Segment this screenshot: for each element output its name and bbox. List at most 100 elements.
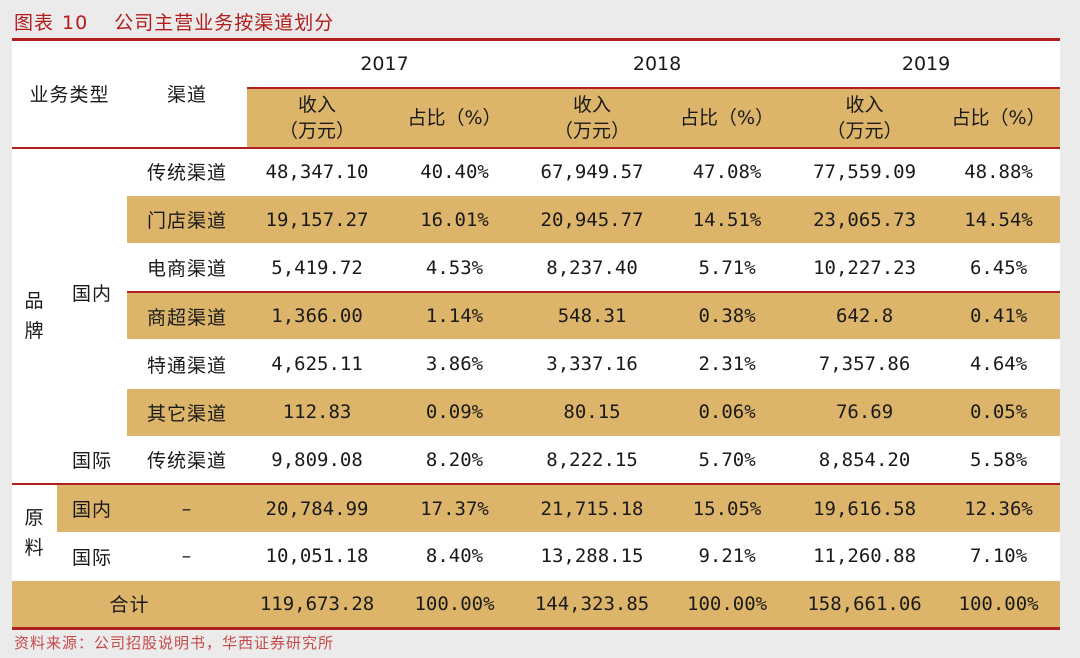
header-revenue-2017: 收入 （万元） — [247, 87, 388, 149]
share-2017: 0.09% — [387, 387, 523, 437]
table-row: 品牌 国内 传统渠道 48,347.10 40.40% 67,949.57 47… — [12, 147, 1061, 485]
share-2017: 1.14% — [387, 290, 523, 340]
channel-cell: – — [127, 531, 248, 581]
revenue-2017: 4,625.11 — [247, 339, 388, 389]
channel-cell: 传统渠道 — [127, 435, 248, 485]
channel-cell: 特通渠道 — [127, 339, 248, 389]
group-raw: 原料 — [12, 483, 57, 581]
revenue-2018: 3,337.16 — [522, 339, 663, 389]
table-row: 国际 传统渠道 9,809.08 8.20% 8,222.15 5.70% 8,… — [12, 435, 1061, 485]
share-2019: 0.05% — [937, 387, 1061, 437]
share-2017: 8.20% — [387, 435, 523, 485]
total-label: 合计 — [12, 579, 248, 629]
share-2018: 5.71% — [662, 243, 793, 292]
share-2018: 2.31% — [662, 339, 793, 389]
share-2018: 47.08% — [662, 147, 793, 196]
revenue-2019: 77,559.09 — [792, 147, 938, 196]
share-2018: 5.70% — [662, 435, 793, 485]
header-share-2017: 占比（%） — [387, 87, 523, 149]
table-row: 原料 国内 – 20,784.99 17.37% 21,715.18 15.05… — [12, 483, 1061, 581]
table-row: 电商渠道 5,419.72 4.53% 8,237.40 5.71% 10,22… — [12, 243, 1061, 292]
group-raw-international: 国际 — [57, 531, 128, 581]
share-2017: 17.37% — [387, 483, 523, 533]
source-note: 资料来源：公司招股说明书，华西证券研究所 — [14, 634, 335, 652]
header-revenue-2018: 收入 （万元） — [522, 87, 663, 149]
revenue-2019: 7,357.86 — [792, 339, 938, 389]
share-2019: 0.41% — [937, 290, 1061, 340]
share-2019: 7.10% — [937, 531, 1061, 581]
revenue-2018: 8,222.15 — [522, 435, 663, 485]
group-brand-international: 国际 — [57, 435, 128, 485]
figure-label: 图表 — [14, 12, 55, 34]
table-row: 其它渠道 112.83 0.09% 80.15 0.06% 76.69 0.05… — [12, 387, 1061, 437]
revenue-2017: 1,366.00 — [247, 290, 388, 340]
share-2019: 5.58% — [937, 435, 1061, 485]
total-share-2019: 100.00% — [937, 579, 1061, 629]
header-revenue-2019: 收入 （万元） — [792, 87, 938, 149]
channel-cell: 传统渠道 — [127, 147, 248, 196]
header-business-type: 业务类型 — [12, 39, 128, 149]
revenue-2018: 67,949.57 — [522, 147, 663, 196]
header-year-2018: 2018 — [522, 39, 793, 89]
share-2018: 0.38% — [662, 290, 793, 340]
revenue-2018: 13,288.15 — [522, 531, 663, 581]
total-revenue-2018: 144,323.85 — [522, 579, 663, 629]
channel-cell: – — [127, 483, 248, 533]
share-2017: 40.40% — [387, 147, 523, 196]
channel-cell: 电商渠道 — [127, 243, 248, 292]
total-revenue-2017: 119,673.28 — [247, 579, 388, 629]
share-2018: 15.05% — [662, 483, 793, 533]
figure-number: 10 — [62, 12, 89, 34]
revenue-2019: 76.69 — [792, 387, 938, 437]
share-2019: 6.45% — [937, 243, 1061, 292]
group-raw-domestic: 国内 — [57, 483, 128, 533]
share-2018: 9.21% — [662, 531, 793, 581]
share-2017: 8.40% — [387, 531, 523, 581]
header-year-2019: 2019 — [792, 39, 1061, 89]
share-2018: 14.51% — [662, 195, 793, 244]
total-revenue-2019: 158,661.06 — [792, 579, 938, 629]
revenue-2017: 48,347.10 — [247, 147, 388, 196]
header-share-2018: 占比（%） — [662, 87, 793, 149]
revenue-2017: 9,809.08 — [247, 435, 388, 485]
revenue-2019: 23,065.73 — [792, 195, 938, 244]
revenue-2019: 19,616.58 — [792, 483, 938, 533]
revenue-2017: 10,051.18 — [247, 531, 388, 581]
total-row: 合计 119,673.28 100.00% 144,323.85 100.00%… — [12, 579, 1061, 629]
revenue-2018: 548.31 — [522, 290, 663, 340]
figure-title: 公司主营业务按渠道划分 — [114, 12, 335, 34]
revenue-2018: 20,945.77 — [522, 195, 663, 244]
channel-cell: 其它渠道 — [127, 387, 248, 437]
revenue-2017: 5,419.72 — [247, 243, 388, 292]
revenue-2019: 8,854.20 — [792, 435, 938, 485]
share-2017: 16.01% — [387, 195, 523, 244]
group-brand: 品牌 — [12, 147, 57, 485]
revenue-2019: 642.8 — [792, 290, 938, 340]
revenue-2019: 10,227.23 — [792, 243, 938, 292]
revenue-2017: 19,157.27 — [247, 195, 388, 244]
header-channel: 渠道 — [127, 39, 248, 149]
table-row: 商超渠道 1,366.00 1.14% 548.31 0.38% 642.8 0… — [12, 290, 1061, 340]
figure-caption: 图表 10 公司主营业务按渠道划分 — [14, 8, 334, 35]
revenue-2017: 20,784.99 — [247, 483, 388, 533]
channel-cell: 门店渠道 — [127, 195, 248, 244]
revenue-2017: 112.83 — [247, 387, 388, 437]
header-share-2019: 占比（%） — [937, 87, 1061, 149]
share-2019: 12.36% — [937, 483, 1061, 533]
group-brand-domestic: 国内 — [57, 147, 128, 437]
share-2017: 3.86% — [387, 339, 523, 389]
table-row: 门店渠道 19,157.27 16.01% 20,945.77 14.51% 2… — [12, 195, 1061, 244]
revenue-2018: 21,715.18 — [522, 483, 663, 533]
share-2019: 48.88% — [937, 147, 1061, 196]
header-row-years: 业务类型 渠道 2017 2018 2019 — [12, 39, 1061, 149]
revenue-2018: 8,237.40 — [522, 243, 663, 292]
revenue-2018: 80.15 — [522, 387, 663, 437]
total-share-2017: 100.00% — [387, 579, 523, 629]
header-year-2017: 2017 — [247, 39, 523, 89]
table-row: 国际 – 10,051.18 8.40% 13,288.15 9.21% 11,… — [12, 531, 1061, 581]
share-2019: 4.64% — [937, 339, 1061, 389]
channel-cell: 商超渠道 — [127, 290, 248, 340]
revenue-2019: 11,260.88 — [792, 531, 938, 581]
share-2018: 0.06% — [662, 387, 793, 437]
header-row-metrics: 收入 （万元） 占比（%） 收入 （万元） 占比（%） 收入 （万元） 占比（%） — [12, 87, 1061, 149]
